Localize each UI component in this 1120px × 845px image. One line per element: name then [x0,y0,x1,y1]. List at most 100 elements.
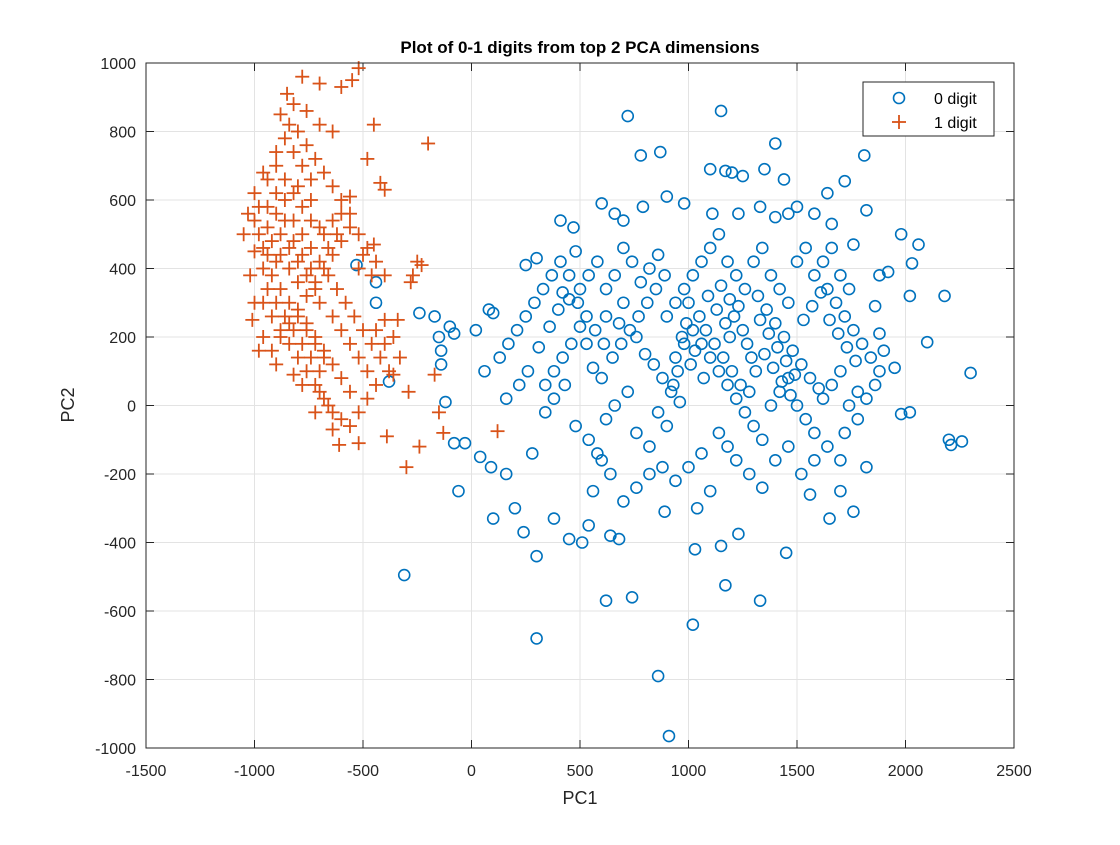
data-point-0-digit [725,364,739,378]
data-point-0-digit [651,669,665,683]
data-point-1-digit [269,357,284,372]
data-point-0-digit [538,406,552,419]
data-point-1-digit [377,182,392,197]
data-point-1-digit [247,244,262,259]
data-point-1-digit [264,234,279,249]
data-point-0-digit [721,440,734,453]
data-point-1-digit [356,323,370,338]
data-point-0-digit [591,255,604,268]
data-point-0-digit [686,618,700,632]
data-point-0-digit [493,351,507,364]
data-point-0-digit [573,320,587,334]
data-point-0-digit [745,351,758,364]
y-axis-label: PC2 [58,387,78,422]
data-point-0-digit [714,539,728,553]
data-point-0-digit [857,149,871,162]
data-point-1-digit [342,220,357,235]
data-point-0-digit [920,335,934,349]
y-tick-label: 1000 [100,56,136,73]
data-point-0-digit [742,385,756,399]
legend-marker-1-digit [892,115,906,129]
data-point-0-digit [682,460,695,474]
data-point-1-digit [260,199,275,214]
data-point-1-digit [295,247,310,262]
data-point-0-digit [838,310,852,323]
data-point-0-digit [790,200,804,214]
data-point-0-digit [825,241,839,255]
data-point-0-digit [760,303,773,316]
data-point-1-digit [351,261,366,276]
data-point-1-digit [342,384,357,399]
data-point-1-digit [286,97,301,112]
data-point-0-digit [573,282,587,296]
data-point-0-digit [714,279,728,292]
data-point-0-digit [808,207,821,220]
data-point-0-digit [443,320,457,334]
data-point-0-digit [591,447,604,460]
data-point-1-digit [282,261,297,276]
data-point-1-digit [360,364,375,379]
data-point-1-digit [286,186,301,201]
data-point-0-digit [536,282,550,296]
data-point-0-digit [721,255,734,268]
data-point-0-digit [851,385,865,399]
data-point-0-digit [790,399,804,412]
data-point-0-digit [369,296,383,310]
data-point-0-digit [768,316,782,330]
data-point-0-digit [881,265,895,279]
data-point-0-digit [762,327,776,340]
data-point-0-digit [758,347,771,361]
data-point-1-digit [401,384,416,399]
data-point-1-digit [260,172,275,187]
data-point-0-digit [697,371,710,385]
data-point-1-digit [247,213,262,228]
data-point-1-digit [312,117,327,132]
data-point-0-digit [582,269,595,282]
data-point-1-digit [290,309,305,324]
data-point-0-digit [558,378,572,392]
data-point-0-digit [755,241,769,255]
data-point-0-digit [834,484,847,498]
data-point-0-digit [397,568,411,582]
data-point-0-digit [688,543,702,556]
data-point-1-digit [366,237,381,252]
data-point-0-digit [656,460,669,474]
data-point-1-digit [303,240,318,255]
data-point-1-digit [405,268,420,283]
data-point-1-digit [280,86,295,101]
data-point-0-digit [664,385,678,399]
data-point-0-digit [571,296,585,310]
data-point-0-digit [617,241,630,255]
data-point-0-digit [712,364,726,378]
data-point-0-digit [582,519,595,532]
data-point-1-digit [347,309,362,324]
data-point-0-digit [838,174,852,188]
data-point-0-digit [623,323,637,337]
legend: 0 digit 1 digit [862,81,995,137]
y-tick-label: -800 [104,673,136,690]
data-point-0-digit [864,351,878,364]
data-point-1-digit [273,323,288,338]
data-point-0-digit [669,474,682,488]
data-point-1-digit [282,295,297,310]
data-point-0-digit [582,433,595,447]
data-point-0-digit [823,313,836,327]
data-point-0-digit [614,337,628,351]
data-point-0-digit [439,395,452,409]
data-point-0-digit [703,351,717,364]
data-point-0-digit [554,255,567,268]
data-point-0-digit [868,299,882,313]
x-tick-label: 1500 [779,763,815,780]
data-point-1-digit [260,220,275,235]
data-point-0-digit [706,207,719,220]
data-point-0-digit [677,282,691,296]
data-point-0-digit [677,337,691,351]
data-point-0-digit [842,399,856,412]
axes-box [145,62,1015,749]
data-point-0-digit [521,364,535,378]
data-point-0-digit [452,484,465,498]
data-point-1-digit [312,364,327,379]
data-point-0-digit [532,340,546,354]
y-tick-label: -200 [104,467,136,484]
